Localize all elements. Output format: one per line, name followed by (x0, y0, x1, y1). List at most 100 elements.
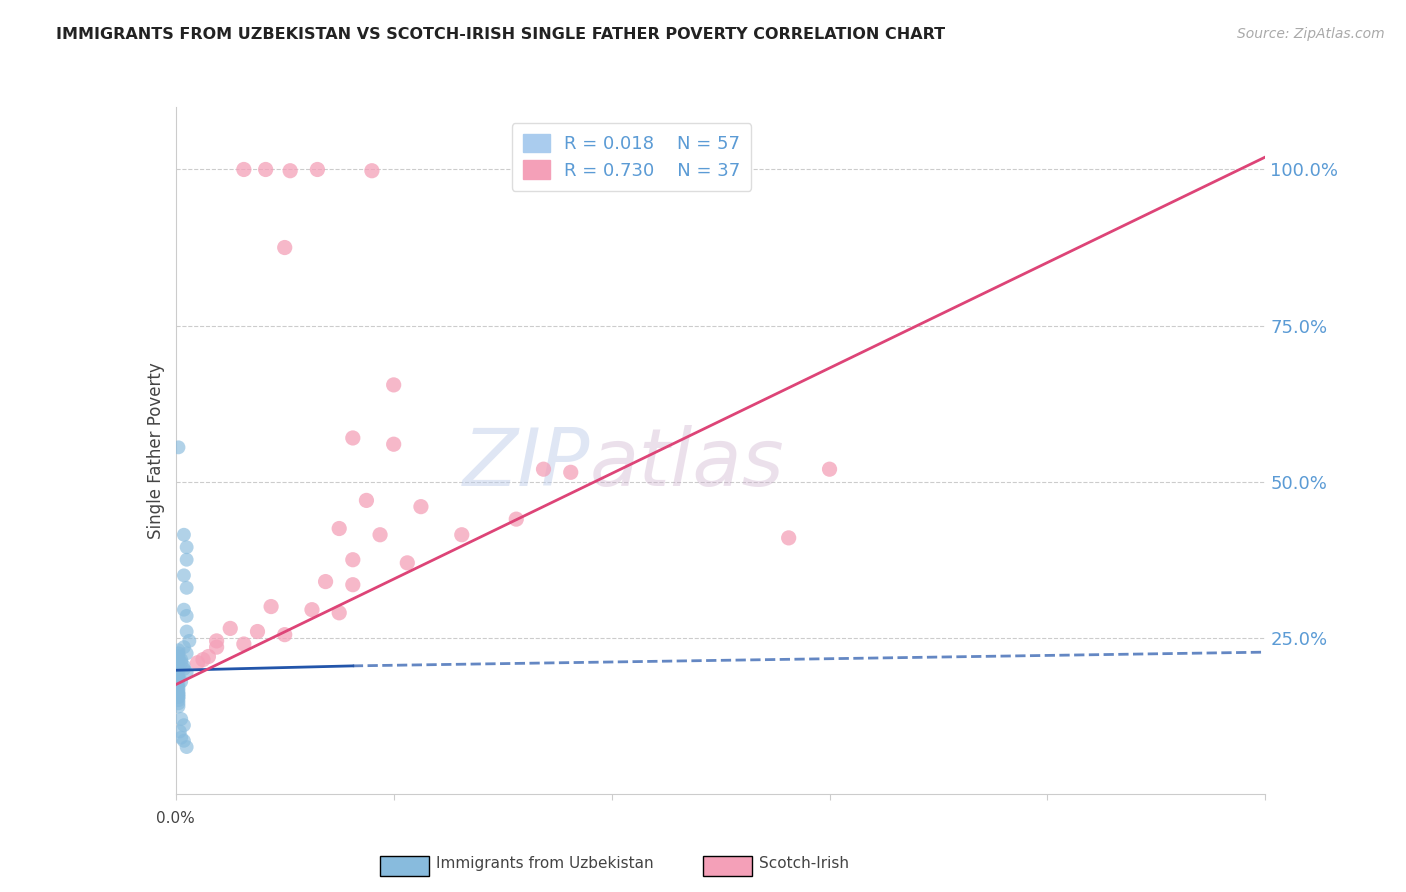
Point (166, 653, 188, 667)
Point (368, 528, 391, 542)
Point (167, 668, 190, 682)
Point (342, 431, 364, 445)
Point (176, 609, 198, 624)
Point (173, 528, 195, 542)
Point (167, 687, 190, 701)
Text: Source: ZipAtlas.com: Source: ZipAtlas.com (1237, 27, 1385, 41)
Point (167, 683, 190, 698)
Point (450, 528, 472, 542)
Point (176, 552, 198, 567)
Point (818, 462, 841, 476)
Point (382, 378, 405, 392)
Legend: R = 0.018    N = 57, R = 0.730    N = 37: R = 0.018 N = 57, R = 0.730 N = 37 (512, 123, 751, 191)
Point (307, 162, 329, 177)
Point (176, 581, 198, 595)
Text: ZIP: ZIP (463, 425, 591, 503)
Point (232, 637, 254, 651)
Point (274, 628, 297, 642)
Point (315, 574, 337, 589)
Point (301, 603, 323, 617)
Point (166, 671, 188, 685)
Point (170, 656, 193, 670)
Point (167, 649, 190, 664)
Point (409, 500, 432, 514)
Y-axis label: Single Father Poverty: Single Father Poverty (146, 362, 165, 539)
Point (533, 462, 555, 476)
Point (179, 633, 201, 648)
Point (205, 640, 228, 655)
Point (176, 624, 198, 639)
Point (173, 718, 195, 732)
Point (396, 556, 419, 570)
Point (170, 674, 193, 689)
Point (166, 678, 188, 692)
Point (166, 662, 188, 676)
Point (166, 662, 188, 676)
Point (170, 712, 193, 726)
Point (382, 437, 405, 451)
Point (274, 240, 297, 255)
Point (167, 440, 190, 454)
Point (167, 690, 190, 705)
Point (166, 665, 188, 680)
Point (505, 512, 527, 526)
Point (167, 643, 190, 657)
Point (170, 731, 193, 745)
Point (167, 681, 190, 695)
Point (176, 541, 198, 555)
Point (173, 733, 195, 747)
Point (219, 621, 242, 635)
Point (197, 649, 219, 664)
Point (176, 665, 198, 680)
Point (560, 466, 582, 480)
Point (254, 162, 277, 177)
Point (167, 671, 190, 685)
Point (342, 578, 364, 592)
Point (360, 163, 382, 178)
Point (176, 646, 198, 660)
Point (232, 162, 254, 177)
Point (166, 656, 188, 670)
Point (173, 662, 195, 676)
Point (173, 603, 195, 617)
Point (167, 696, 190, 710)
Point (356, 493, 378, 508)
Text: Scotch-Irish: Scotch-Irish (759, 856, 849, 871)
Point (176, 740, 198, 755)
Point (173, 568, 195, 582)
Point (167, 699, 190, 714)
Point (167, 678, 190, 692)
Point (166, 658, 188, 673)
Point (166, 668, 188, 682)
Point (778, 531, 800, 545)
Point (166, 649, 188, 664)
Point (166, 656, 188, 670)
Point (167, 690, 190, 705)
Point (167, 687, 190, 701)
Point (166, 658, 188, 673)
Point (166, 665, 188, 680)
Text: atlas: atlas (591, 425, 785, 503)
Point (342, 552, 364, 567)
Text: 0.0%: 0.0% (156, 811, 195, 826)
Point (170, 653, 193, 667)
Point (166, 668, 188, 682)
Point (173, 658, 195, 673)
Point (166, 683, 188, 698)
Point (167, 693, 190, 707)
Point (205, 633, 228, 648)
Point (186, 656, 209, 670)
Point (167, 653, 190, 667)
Point (166, 681, 188, 695)
Point (328, 606, 350, 620)
Point (191, 653, 214, 667)
Point (167, 646, 190, 660)
Point (169, 724, 191, 739)
Point (260, 599, 283, 614)
Point (166, 674, 188, 689)
Text: Immigrants from Uzbekistan: Immigrants from Uzbekistan (436, 856, 654, 871)
Point (246, 624, 269, 639)
Point (278, 163, 301, 178)
Point (173, 640, 195, 655)
Text: IMMIGRANTS FROM UZBEKISTAN VS SCOTCH-IRISH SINGLE FATHER POVERTY CORRELATION CHA: IMMIGRANTS FROM UZBEKISTAN VS SCOTCH-IRI… (56, 27, 945, 42)
